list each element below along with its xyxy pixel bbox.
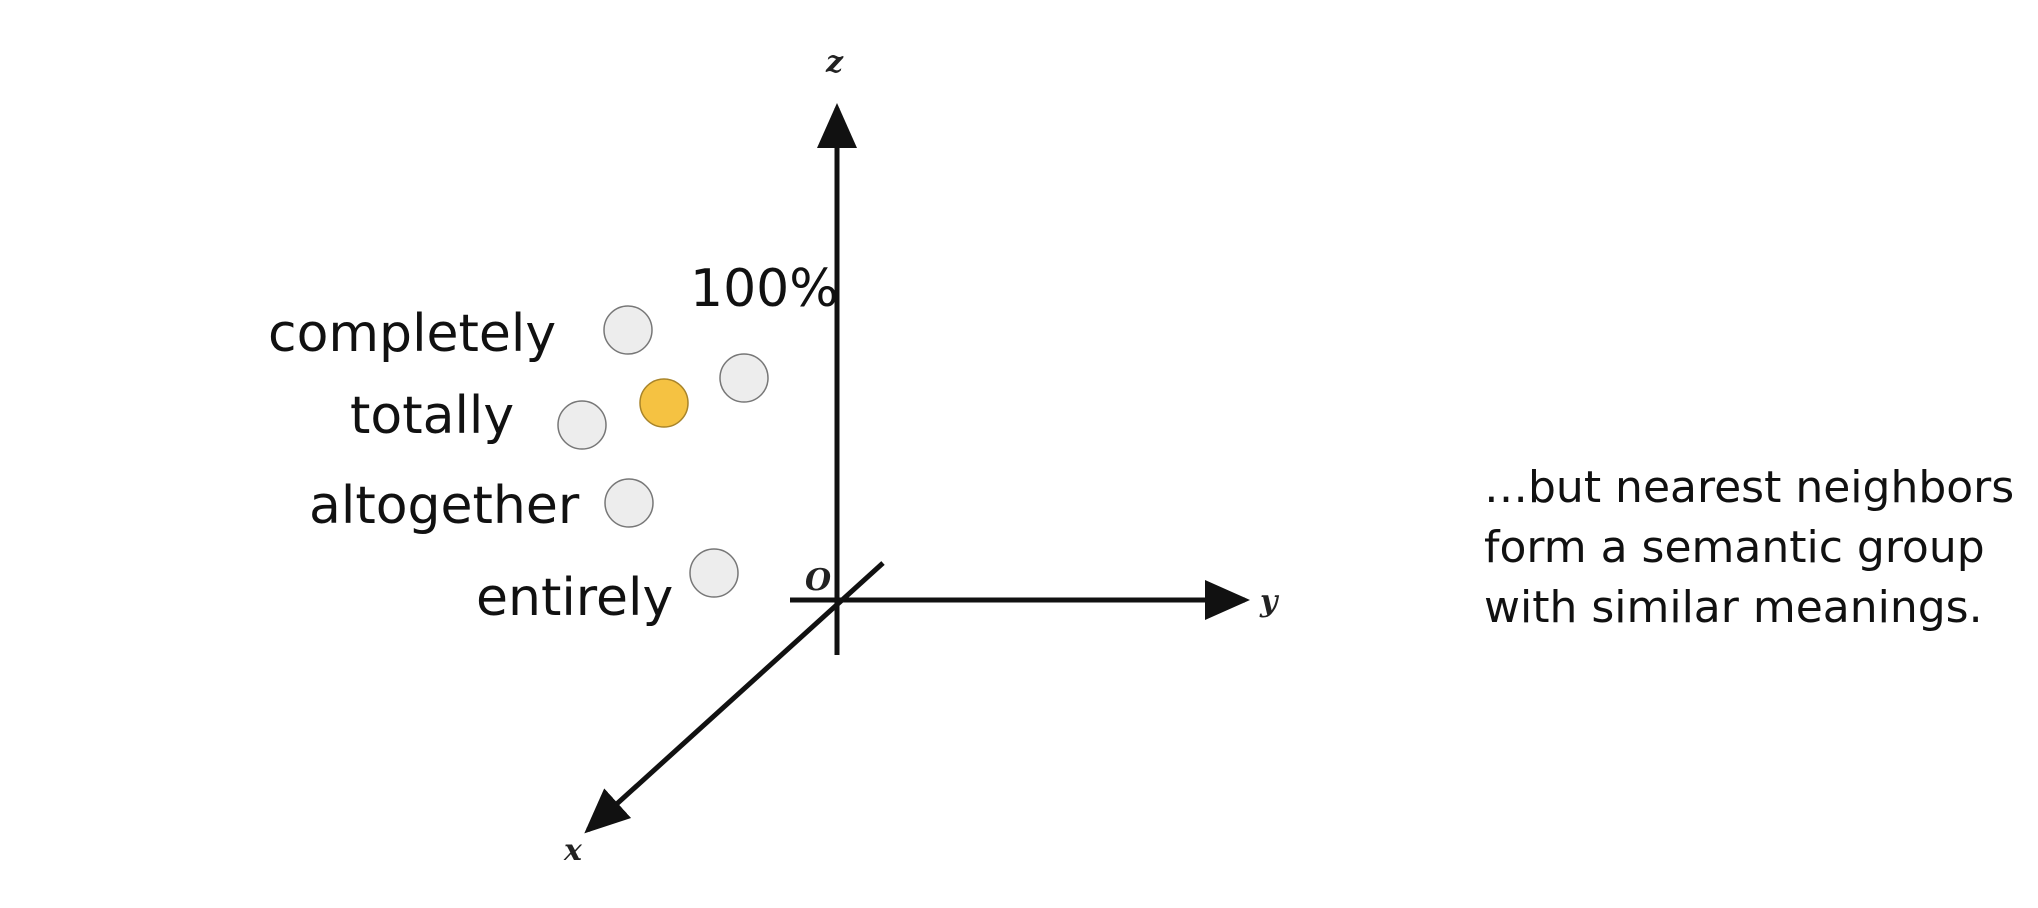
origin-label: O bbox=[805, 563, 831, 598]
axes bbox=[584, 103, 1250, 834]
point-totally bbox=[557, 400, 607, 450]
point-entirely bbox=[689, 548, 739, 598]
caption: …but nearest neighbors form a semantic g… bbox=[1484, 458, 2024, 638]
point-altogether bbox=[604, 478, 654, 528]
percent-label: 100% bbox=[690, 259, 839, 319]
caption-line-2: form a semantic group bbox=[1484, 522, 1985, 573]
point-unlabeled bbox=[719, 353, 769, 403]
point-completely bbox=[603, 305, 653, 355]
word-label-totally: totally bbox=[350, 386, 514, 446]
word-label-completely: completely bbox=[268, 304, 556, 364]
x-axis bbox=[584, 561, 885, 834]
word-label-altogether: altogether bbox=[309, 476, 580, 536]
caption-line-1: …but nearest neighbors bbox=[1484, 462, 2015, 513]
word-label-entirely: entirely bbox=[476, 568, 673, 628]
highlighted-point bbox=[639, 378, 689, 428]
y-axis-label: y bbox=[1259, 584, 1280, 619]
z-axis-label: z bbox=[825, 45, 844, 80]
points-group bbox=[557, 305, 769, 598]
caption-line-3: with similar meanings. bbox=[1484, 582, 1983, 633]
x-axis-label: x bbox=[563, 833, 583, 868]
